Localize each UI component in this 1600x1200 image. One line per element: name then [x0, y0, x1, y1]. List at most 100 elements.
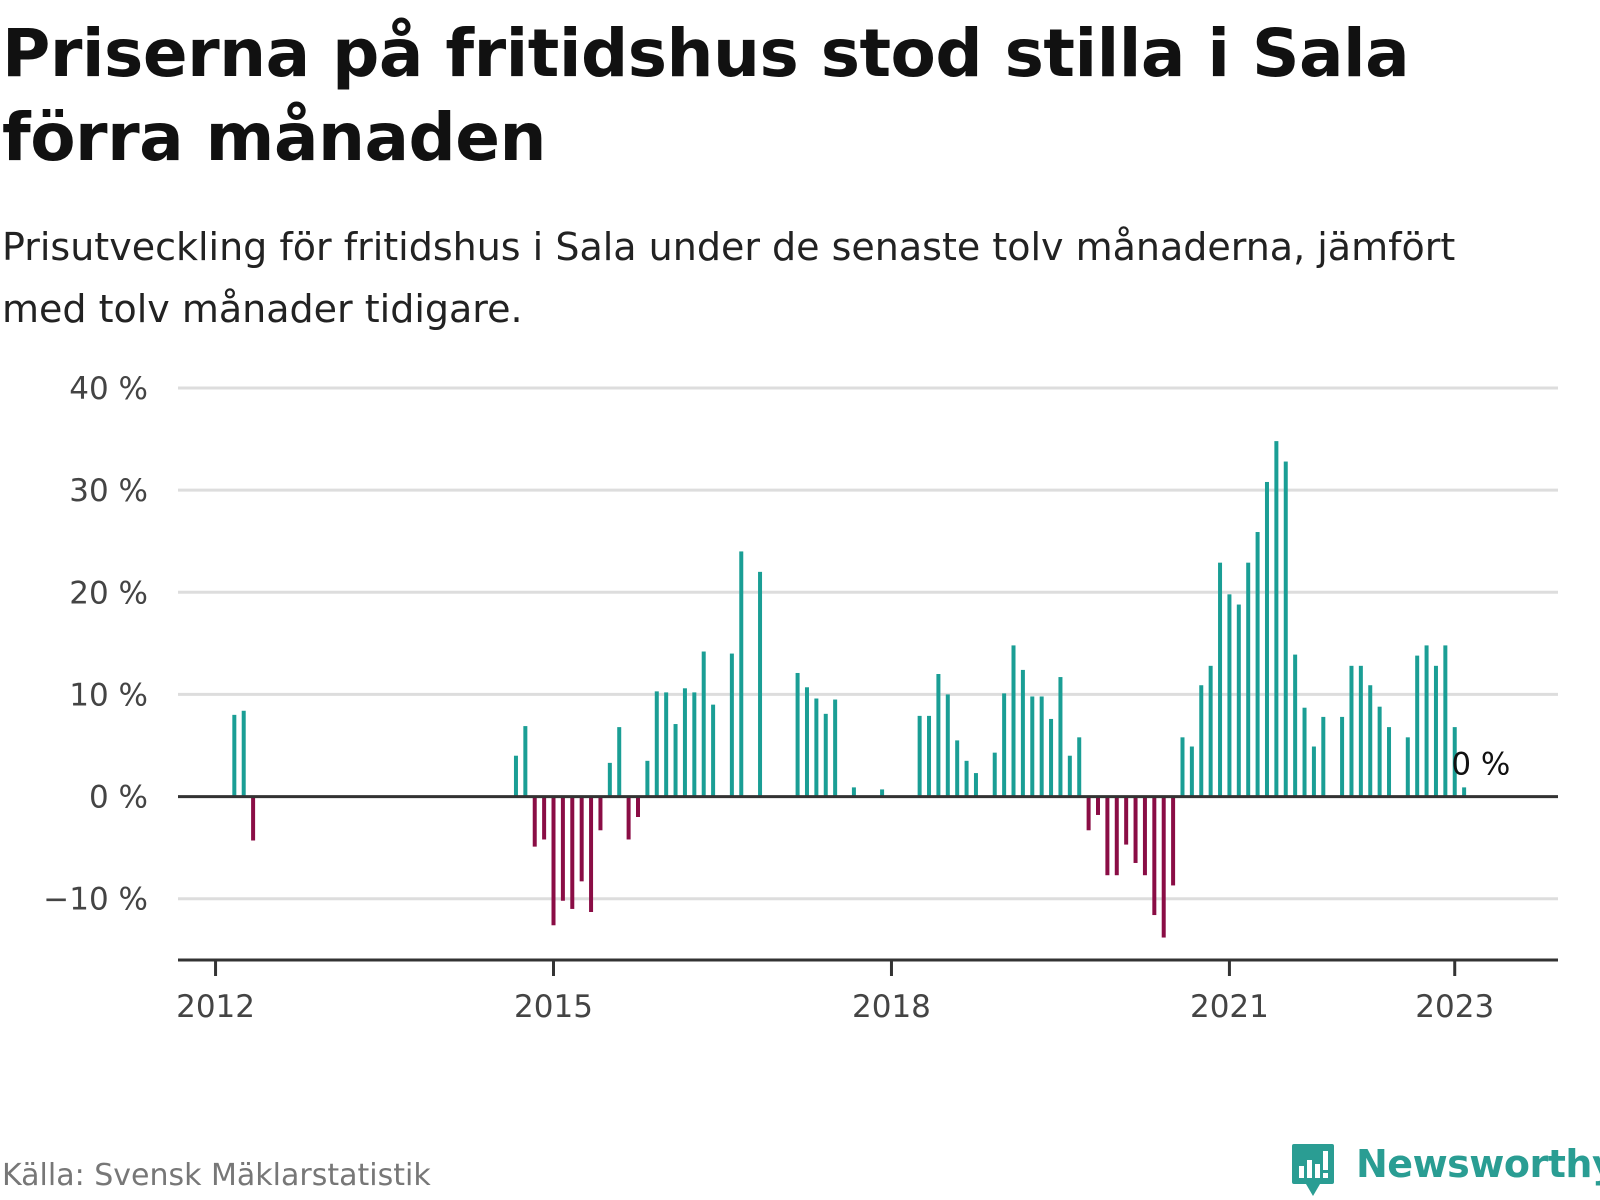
x-tick-label: 2021	[1190, 989, 1269, 1025]
bar	[1368, 685, 1373, 797]
bar	[1171, 796, 1176, 886]
bar	[532, 796, 537, 847]
bar	[513, 755, 518, 797]
chart-subtitle: Prisutveckling för fritidshus i Sala und…	[2, 225, 1456, 331]
bar	[1077, 737, 1082, 797]
bar	[1208, 665, 1213, 797]
bar	[1433, 665, 1438, 797]
bar	[1020, 669, 1025, 797]
bar	[1058, 677, 1063, 797]
bar	[1142, 796, 1147, 876]
bar	[1114, 796, 1119, 876]
bar	[936, 674, 941, 797]
y-tick-label: 40 %	[69, 371, 148, 407]
bars	[232, 441, 1467, 938]
bar	[1311, 746, 1316, 797]
bar	[1039, 696, 1044, 797]
bar	[1152, 796, 1157, 916]
bar	[682, 688, 687, 797]
bar	[1302, 707, 1307, 797]
last-value-annotation: 0 %	[1451, 747, 1510, 783]
bar	[241, 710, 246, 797]
bar	[1049, 718, 1054, 797]
bar	[1452, 727, 1457, 797]
bar	[758, 571, 763, 797]
bar	[1255, 532, 1260, 797]
bar	[1133, 796, 1138, 863]
bar	[927, 715, 932, 797]
bar	[598, 796, 603, 831]
bar	[804, 687, 809, 797]
bar	[1283, 461, 1288, 797]
bar	[664, 692, 669, 797]
bar	[880, 789, 885, 797]
bar	[645, 760, 650, 797]
bar	[1105, 796, 1110, 876]
bar	[1340, 716, 1345, 797]
bar	[701, 651, 706, 797]
bar	[1067, 755, 1072, 797]
bar	[626, 796, 631, 840]
bar	[607, 762, 612, 797]
bar	[711, 704, 716, 797]
bar	[992, 752, 997, 797]
x-tick-label: 2015	[514, 989, 593, 1025]
y-tick-label: −10 %	[43, 882, 148, 918]
bar	[232, 714, 237, 797]
bar	[739, 551, 744, 797]
bar	[551, 796, 556, 926]
bar	[1424, 645, 1429, 797]
bar	[833, 699, 838, 797]
brand-name: Newsworthy	[1356, 1142, 1600, 1186]
bar	[1443, 645, 1448, 797]
bar	[917, 715, 922, 797]
bar	[1227, 594, 1232, 797]
brand-logo: Newsworthy	[1288, 1140, 1600, 1200]
y-tick-label: 20 %	[69, 575, 148, 611]
bar	[1218, 562, 1223, 797]
bar	[1387, 727, 1392, 797]
bar	[945, 694, 950, 797]
bar	[729, 653, 734, 797]
bar	[1274, 441, 1279, 797]
bar	[1199, 685, 1204, 797]
bar	[560, 796, 565, 901]
y-tick-label: 10 %	[69, 677, 148, 713]
gridlines	[178, 386, 1558, 901]
bar	[589, 796, 594, 912]
bar	[1321, 716, 1326, 797]
source-note: Källa: Svensk Mäklarstatistik	[2, 1158, 431, 1193]
bar	[1180, 737, 1185, 797]
x-axis-ticks: 2012 2015 2018 2021 2023	[176, 960, 1494, 1025]
newsworthy-logo-icon	[1292, 1144, 1334, 1196]
bar	[1246, 562, 1251, 797]
bar	[814, 698, 819, 797]
bar	[851, 787, 856, 797]
bar	[570, 796, 575, 909]
x-tick-label: 2018	[852, 989, 931, 1025]
bar	[251, 796, 256, 841]
bar	[1011, 645, 1016, 797]
bar	[654, 691, 659, 797]
bar	[1096, 796, 1100, 815]
bar	[1030, 696, 1035, 797]
bar	[1358, 665, 1363, 797]
bar-chart: −10 % 0 % 10 % 20 % 30 % 40 % 2012 2015 2018 202…	[43, 371, 1558, 1025]
bar	[617, 727, 622, 797]
x-tick-label: 2012	[176, 989, 255, 1025]
bar	[1236, 604, 1241, 797]
bar	[579, 796, 584, 882]
bar	[1086, 796, 1091, 831]
bar	[955, 740, 960, 797]
bar	[692, 692, 697, 797]
y-tick-label: 0 %	[89, 780, 148, 816]
bar	[1264, 481, 1269, 797]
bar	[673, 724, 678, 797]
bar	[523, 726, 528, 797]
x-tick-label: 2023	[1415, 989, 1494, 1025]
bar	[1349, 665, 1354, 797]
bar	[1415, 655, 1420, 797]
bar	[1405, 737, 1410, 797]
bar	[1124, 796, 1129, 845]
bar	[1002, 693, 1007, 797]
